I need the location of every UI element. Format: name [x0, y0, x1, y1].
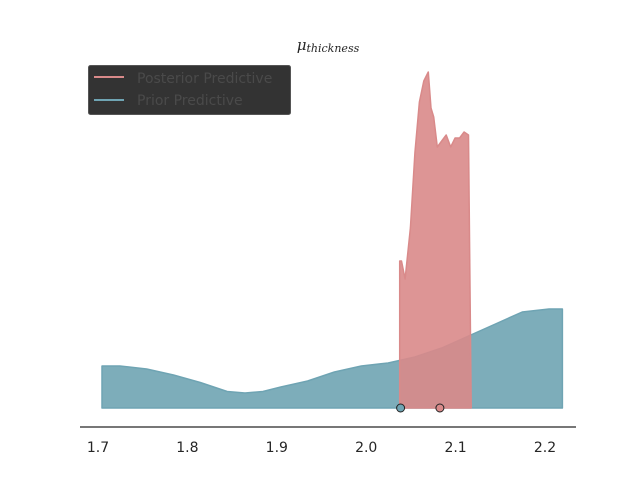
legend-label-posterior: Posterior Predictive	[137, 71, 272, 87]
legend: Posterior Predictive Prior Predictive	[88, 65, 291, 115]
mean-markers	[396, 403, 445, 413]
x-tick-label: 1.9	[266, 440, 288, 456]
density-areas	[101, 71, 564, 409]
prior-mean-marker	[396, 403, 406, 413]
x-axis-ticks: 1.7 1.8 1.9 2.0 2.1 2.2	[87, 440, 556, 456]
posterior-mean-marker	[435, 403, 445, 413]
legend-box	[88, 65, 291, 115]
title-symbol: μ	[297, 36, 307, 54]
x-tick-label: 1.8	[176, 440, 198, 456]
legend-label-prior: Prior Predictive	[137, 93, 243, 109]
prior-density-area	[101, 308, 564, 409]
x-tick-label: 2.2	[534, 440, 556, 456]
x-tick-label: 1.7	[87, 440, 109, 456]
x-tick-label: 2.1	[444, 440, 466, 456]
title-subscript: thickness	[307, 42, 360, 55]
posterior-density-area	[398, 71, 472, 409]
chart-title: μthickness	[297, 36, 360, 55]
x-tick-label: 2.0	[355, 440, 377, 456]
